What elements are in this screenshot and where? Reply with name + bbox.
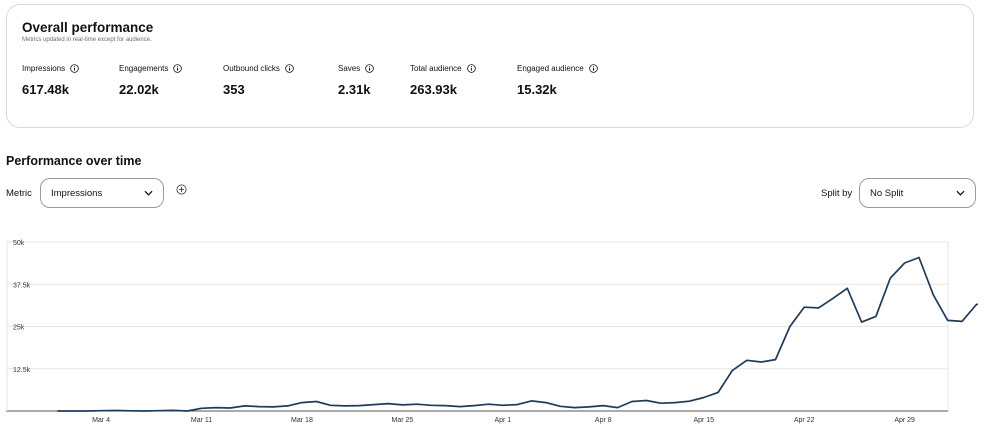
performance-line-chart: 12.5k 25k 37.5k 50k Mar 4 Mar 11 Mar 18 Mar 25… — [6, 240, 978, 424]
overall-performance-card: Overall performance Metrics updated in r… — [6, 4, 974, 128]
x-tick-label: Mar 18 — [291, 417, 313, 424]
metric-engagements: Engagements 22.02k — [119, 64, 183, 97]
add-circle-icon[interactable] — [176, 184, 187, 195]
chevron-down-icon — [956, 190, 965, 196]
info-circle-icon[interactable] — [588, 64, 598, 73]
metric-label: Impressions — [22, 64, 66, 73]
y-tick-label: 50k — [13, 240, 25, 247]
info-circle-icon[interactable] — [70, 64, 79, 73]
split-by-dropdown[interactable]: No Split — [859, 178, 976, 208]
x-tick-label: Mar 11 — [191, 417, 212, 424]
metric-label: Engagements — [119, 64, 169, 73]
x-tick-label: Mar 4 — [92, 417, 110, 424]
metric-total-audience: Total audience 263.93k — [410, 64, 476, 97]
metric-saves: Saves 2.31k — [338, 64, 375, 97]
metric-dropdown[interactable]: Impressions — [40, 178, 164, 208]
info-circle-icon[interactable] — [466, 64, 476, 73]
info-circle-icon[interactable] — [365, 64, 375, 73]
metric-impressions: Impressions 617.48k — [22, 64, 79, 97]
metric-label: Total audience — [410, 64, 462, 73]
x-tick-label: Apr 29 — [894, 417, 915, 424]
info-circle-icon[interactable] — [285, 64, 294, 73]
metric-label: Metric — [6, 188, 32, 199]
y-tick-label: 12.5k — [13, 367, 31, 374]
split-by-label: Split by — [821, 188, 853, 199]
metric-value: 617.48k — [22, 82, 69, 97]
metric-label: Engaged audience — [517, 64, 584, 73]
section-title: Performance over time — [6, 154, 142, 168]
x-tick-label: Apr 15 — [693, 417, 714, 424]
metric-label: Outbound clicks — [223, 64, 280, 73]
chevron-down-icon — [144, 190, 153, 196]
metric-value: 2.31k — [338, 82, 371, 97]
metric-value: 22.02k — [119, 82, 159, 97]
info-circle-icon[interactable] — [173, 64, 183, 73]
metric-value: 263.93k — [410, 82, 457, 97]
x-tick-label: Mar 25 — [392, 417, 414, 424]
impressions-series-line — [57, 256, 978, 412]
x-tick-label: Apr 22 — [794, 417, 815, 424]
y-tick-label: 37.5k — [13, 282, 31, 289]
metric-value: 15.32k — [517, 82, 557, 97]
metric-engaged-audience: Engaged audience 15.32k — [517, 64, 598, 97]
x-tick-label: Apr 8 — [595, 417, 612, 424]
metric-label: Saves — [338, 64, 361, 73]
x-tick-label: Apr 1 — [494, 417, 511, 424]
card-subtitle: Metrics updated in real-time except for … — [22, 37, 152, 43]
metric-dropdown-value: Impressions — [51, 187, 103, 199]
y-tick-label: 25k — [13, 325, 25, 332]
metric-value: 353 — [223, 82, 245, 97]
card-title: Overall performance — [22, 20, 154, 35]
split-by-dropdown-value: No Split — [870, 187, 904, 199]
metric-outbound-clicks: Outbound clicks 353 — [223, 64, 294, 97]
